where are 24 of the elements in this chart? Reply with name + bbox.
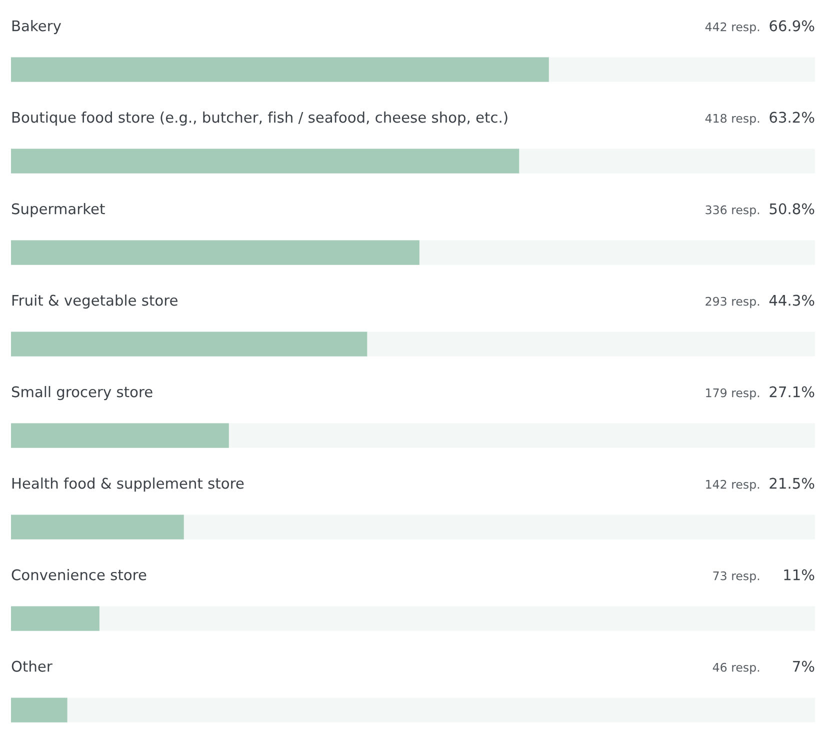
- data-label: 63.2%: [770, 112, 814, 123]
- y-tick-label: Supermarket: [12, 203, 105, 218]
- y-tick-label: Other: [12, 660, 52, 672]
- annotation: 73 resp.: [713, 571, 760, 583]
- data-label: 27.1%: [770, 386, 814, 398]
- y-tick-label: Bakery: [12, 20, 62, 34]
- annotation: 179 resp.: [706, 388, 760, 400]
- y-tick-label: Fruit & vegetable store: [12, 294, 178, 309]
- data-label: 50.8%: [770, 203, 814, 214]
- annotation: 418 resp.: [705, 114, 760, 126]
- data-label: 44.3%: [769, 294, 814, 306]
- data-label: 11%: [784, 569, 814, 580]
- data-label: 21.5%: [770, 478, 814, 489]
- y-tick-label: Convenience store: [12, 569, 146, 580]
- annotation: 336 resp.: [706, 205, 760, 217]
- data-label: 66.9%: [770, 20, 814, 32]
- annotation: 46 resp.: [712, 662, 760, 674]
- annotation: 293 resp.: [706, 296, 760, 308]
- annotation: 142 resp.: [706, 480, 760, 492]
- annotation: 442 resp.: [705, 22, 760, 34]
- y-tick-label: Health food & supplement store: [12, 478, 244, 492]
- y-tick-label: Small grocery store: [12, 386, 152, 400]
- data-label: 7%: [793, 660, 814, 672]
- y-tick-label: Boutique food store (e.g., butcher, fish / seafood, cheese shop, etc.): [12, 112, 508, 126]
